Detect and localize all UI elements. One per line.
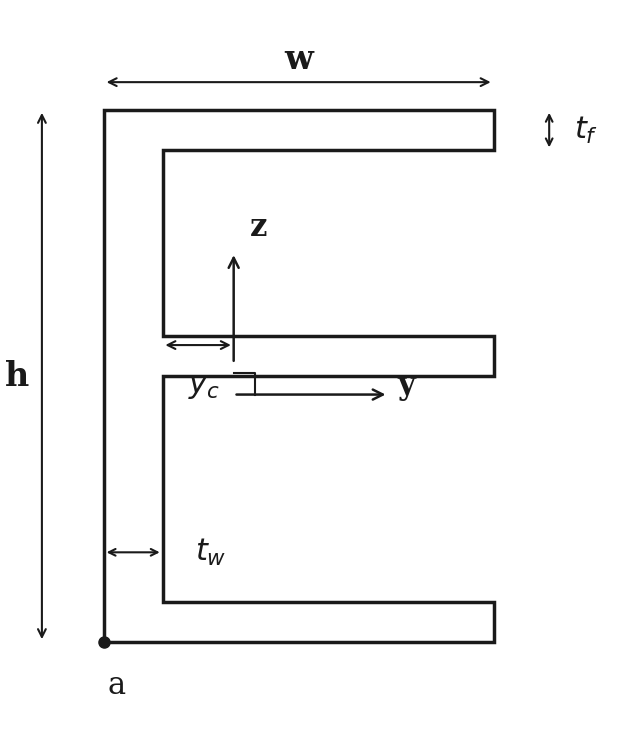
Text: $t_w$: $t_w$	[195, 537, 227, 568]
Text: y: y	[398, 370, 415, 401]
Text: z: z	[250, 212, 267, 243]
Text: $y_c$: $y_c$	[188, 370, 220, 401]
Text: a: a	[107, 670, 125, 701]
Text: $t_f$: $t_f$	[574, 114, 598, 146]
Text: h: h	[5, 359, 30, 393]
Text: w: w	[284, 43, 313, 76]
